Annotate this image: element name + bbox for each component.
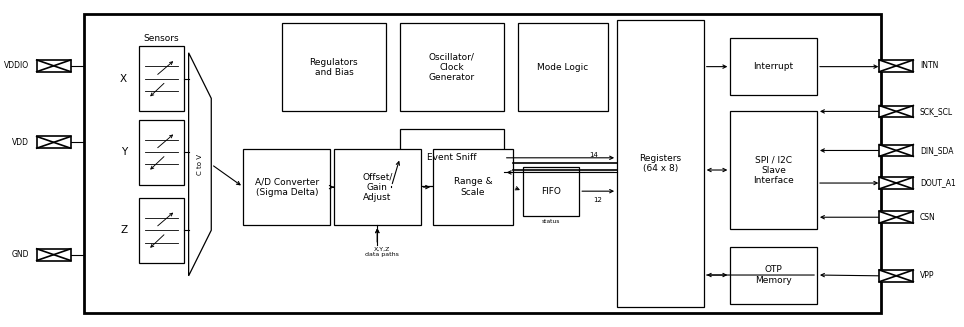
Text: A/D Converter
(Sigma Delta): A/D Converter (Sigma Delta) bbox=[254, 178, 319, 197]
Bar bbox=[139, 198, 184, 263]
Bar bbox=[84, 14, 881, 313]
Bar bbox=[617, 20, 704, 307]
Text: 14: 14 bbox=[589, 152, 598, 159]
Text: Z: Z bbox=[120, 225, 127, 235]
Bar bbox=[37, 60, 70, 72]
Bar bbox=[139, 120, 184, 185]
Bar bbox=[433, 149, 513, 225]
Text: Range &
Scale: Range & Scale bbox=[454, 178, 493, 197]
Text: DIN_SDA: DIN_SDA bbox=[920, 146, 953, 155]
Text: VPP: VPP bbox=[920, 271, 934, 280]
Bar bbox=[731, 247, 817, 303]
Bar bbox=[139, 46, 184, 112]
Bar bbox=[879, 270, 913, 282]
Bar bbox=[37, 136, 70, 148]
Text: 12: 12 bbox=[594, 197, 602, 203]
Bar bbox=[879, 106, 913, 117]
Text: X,Y,Z
data paths: X,Y,Z data paths bbox=[365, 247, 399, 257]
Bar bbox=[334, 149, 420, 225]
Text: Mode Logic: Mode Logic bbox=[537, 63, 588, 72]
Bar bbox=[400, 129, 504, 186]
Text: SPI / I2C
Slave
Interface: SPI / I2C Slave Interface bbox=[753, 155, 794, 185]
Text: DOUT_A1: DOUT_A1 bbox=[920, 179, 955, 188]
Text: OTP
Memory: OTP Memory bbox=[755, 265, 792, 285]
Text: FIFO: FIFO bbox=[541, 187, 561, 196]
Bar bbox=[879, 145, 913, 156]
Text: Sensors: Sensors bbox=[144, 34, 179, 43]
Text: Offset/
Gain
Adjust: Offset/ Gain Adjust bbox=[362, 172, 392, 202]
Text: Oscillator/
Clock
Generator: Oscillator/ Clock Generator bbox=[429, 53, 475, 82]
Bar bbox=[37, 249, 70, 261]
Bar bbox=[731, 112, 817, 229]
Text: GND: GND bbox=[12, 250, 29, 259]
Bar bbox=[522, 167, 579, 215]
Text: INTN: INTN bbox=[920, 61, 938, 70]
Bar bbox=[518, 24, 607, 112]
Text: Y: Y bbox=[121, 147, 127, 157]
Bar bbox=[879, 177, 913, 189]
Bar bbox=[879, 211, 913, 223]
Text: Event Sniff: Event Sniff bbox=[427, 153, 476, 162]
Text: X: X bbox=[120, 74, 127, 84]
Text: SCK_SCL: SCK_SCL bbox=[920, 107, 953, 116]
Text: C to V: C to V bbox=[197, 154, 203, 175]
Text: VDD: VDD bbox=[13, 138, 29, 147]
Text: Interrupt: Interrupt bbox=[754, 62, 793, 71]
Text: VDDIO: VDDIO bbox=[4, 61, 29, 70]
Text: Registers
(64 x 8): Registers (64 x 8) bbox=[639, 154, 682, 173]
Text: status: status bbox=[542, 219, 560, 224]
Polygon shape bbox=[189, 53, 211, 276]
Bar bbox=[243, 149, 330, 225]
Bar bbox=[400, 24, 504, 112]
Bar bbox=[282, 24, 386, 112]
Bar bbox=[731, 38, 817, 95]
Text: Regulators
and Bias: Regulators and Bias bbox=[309, 58, 359, 77]
Bar bbox=[879, 60, 913, 72]
Text: CSN: CSN bbox=[920, 213, 936, 222]
